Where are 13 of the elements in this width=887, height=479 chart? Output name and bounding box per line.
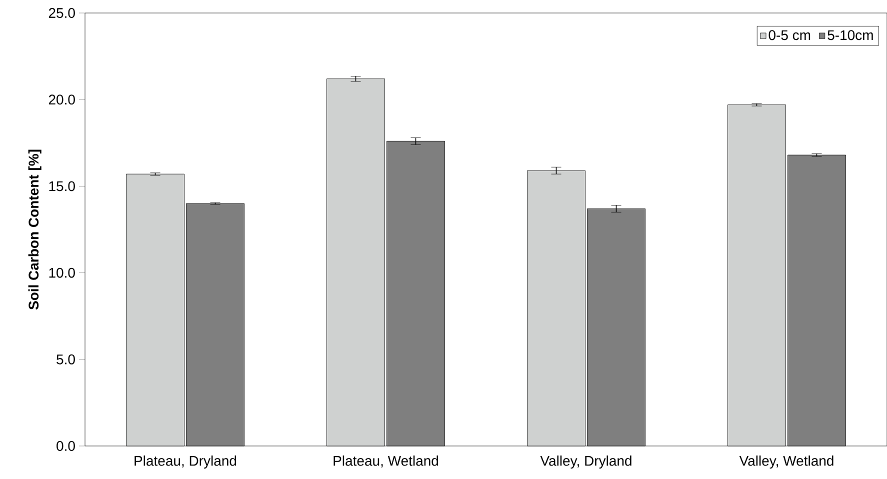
y-axis-title: Soil Carbon Content [%] — [28, 150, 42, 310]
legend-label: 5-10cm — [828, 30, 873, 40]
legend-label: 0-5 cm — [768, 30, 810, 40]
x-tick-label: Valley, Wetland — [739, 456, 834, 469]
x-tick-label: Plateau, Wetland — [334, 456, 438, 468]
y-tick-label: 15.0 — [49, 181, 75, 192]
y-tick-label: 5.0 — [56, 354, 75, 364]
y-tick-label: 0.0 — [56, 441, 75, 451]
x-tick-label: Valley, Dryland — [540, 456, 632, 469]
y-tick-label: 25.0 — [48, 8, 75, 18]
y-tick-label: 20.0 — [48, 94, 75, 105]
x-tick-label: Plateau, Dryland — [134, 456, 236, 469]
y-tick-label: 10.0 — [49, 268, 75, 278]
